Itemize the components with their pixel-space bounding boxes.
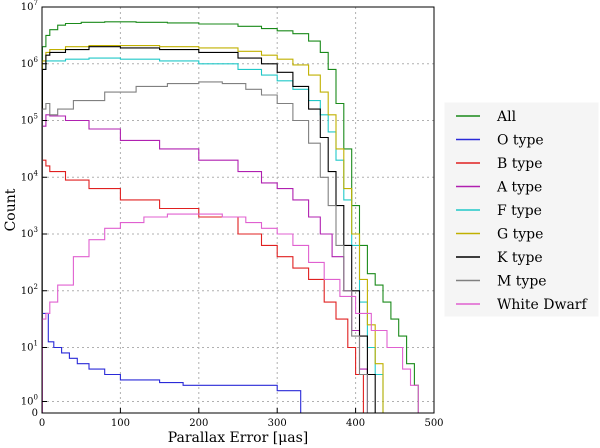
x-axis: 0 100 200 300 400 500 [39, 408, 444, 429]
series-o-type [41, 312, 302, 413]
legend-label: All [496, 109, 517, 125]
y-tick-label: 102 [21, 283, 38, 297]
series-layer [41, 21, 419, 413]
legend-label: K type [497, 250, 543, 266]
series-m-type [41, 81, 368, 413]
y-tick-label: 100 [21, 394, 38, 408]
x-tick-label: 0 [39, 418, 45, 429]
x-tick-label: 400 [346, 418, 365, 429]
legend-label: O type [497, 133, 544, 149]
y-tick-label: 107 [21, 0, 38, 13]
x-axis-label: Parallax Error [μas] [168, 430, 309, 446]
legend: All O type B type A type F type G type K type M… [444, 102, 599, 317]
grid [42, 7, 434, 413]
series-k-type [41, 46, 376, 413]
x-tick-label: 300 [268, 418, 287, 429]
legend-label: White Dwarf [497, 297, 588, 313]
legend-label: B type [497, 156, 543, 172]
y-axis-label: Count [3, 188, 19, 231]
y-tick-label: 104 [21, 169, 39, 183]
x-tick-label: 200 [189, 418, 208, 429]
plot-frame [41, 6, 435, 414]
series-b-type [41, 159, 364, 413]
legend-label: M type [497, 274, 547, 290]
y-tick-label: 105 [21, 113, 38, 127]
legend-label: A type [496, 180, 542, 196]
x-tick-label: 500 [424, 418, 443, 429]
series-white-dwarf [41, 213, 419, 413]
y-tick-label: 106 [21, 56, 39, 70]
series-g-type [41, 45, 384, 413]
legend-label: G type [497, 227, 543, 243]
y-tick-label: 0 [32, 408, 38, 419]
series-all [41, 21, 419, 413]
y-tick-label: 101 [21, 340, 38, 354]
y-tick-label: 103 [21, 226, 38, 240]
x-tick-label: 100 [111, 418, 130, 429]
legend-label: F type [497, 203, 542, 219]
